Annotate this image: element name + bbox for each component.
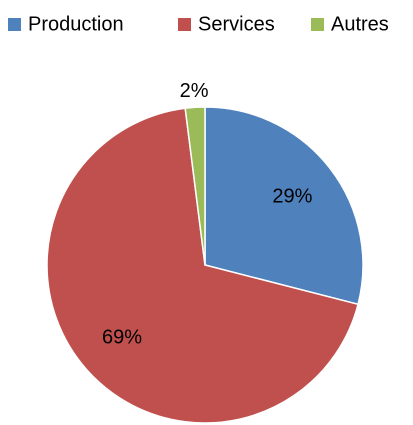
data-label: 29% [272,185,312,207]
legend-label: Autres [331,13,389,35]
data-label: 69% [102,326,142,348]
pie-slice [204,106,364,306]
legend-label: Production [28,13,124,35]
pie-slice [184,106,206,266]
legend-swatch [178,18,191,31]
data-label: 2% [180,80,209,102]
legend-swatch [8,18,21,31]
legend-label: Services [198,13,275,35]
legend-swatch [311,18,324,31]
pie-slice [46,107,359,424]
